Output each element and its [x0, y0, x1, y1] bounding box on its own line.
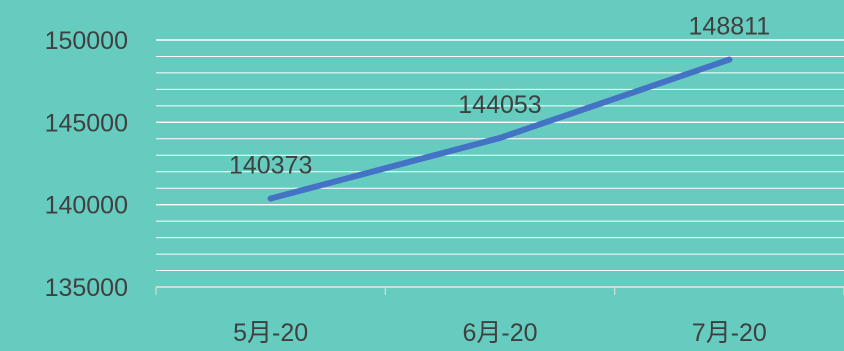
data-label: 148811 [689, 13, 771, 41]
y-tick-label: 140000 [45, 192, 128, 220]
series [267, 56, 733, 202]
data-label: 140373 [229, 152, 312, 180]
y-tick-label: 135000 [45, 274, 128, 302]
data-label: 144053 [458, 91, 541, 119]
labels: 140373 144053 148811 [229, 13, 770, 180]
data-point [497, 134, 503, 141]
x-tick-label: 6月-20 [462, 319, 537, 347]
x-tick-label: 5月-20 [233, 319, 308, 347]
y-tick-label: 150000 [45, 27, 128, 55]
data-point [267, 195, 274, 202]
axes: 135000 140000 145000 150000 5月-20 6月-20 7月-20 [45, 27, 844, 347]
gridlines [156, 39, 844, 288]
x-tick-label: 7月-20 [692, 319, 767, 347]
y-tick-label: 145000 [45, 109, 128, 137]
series-line [267, 56, 733, 202]
data-point [726, 56, 733, 63]
